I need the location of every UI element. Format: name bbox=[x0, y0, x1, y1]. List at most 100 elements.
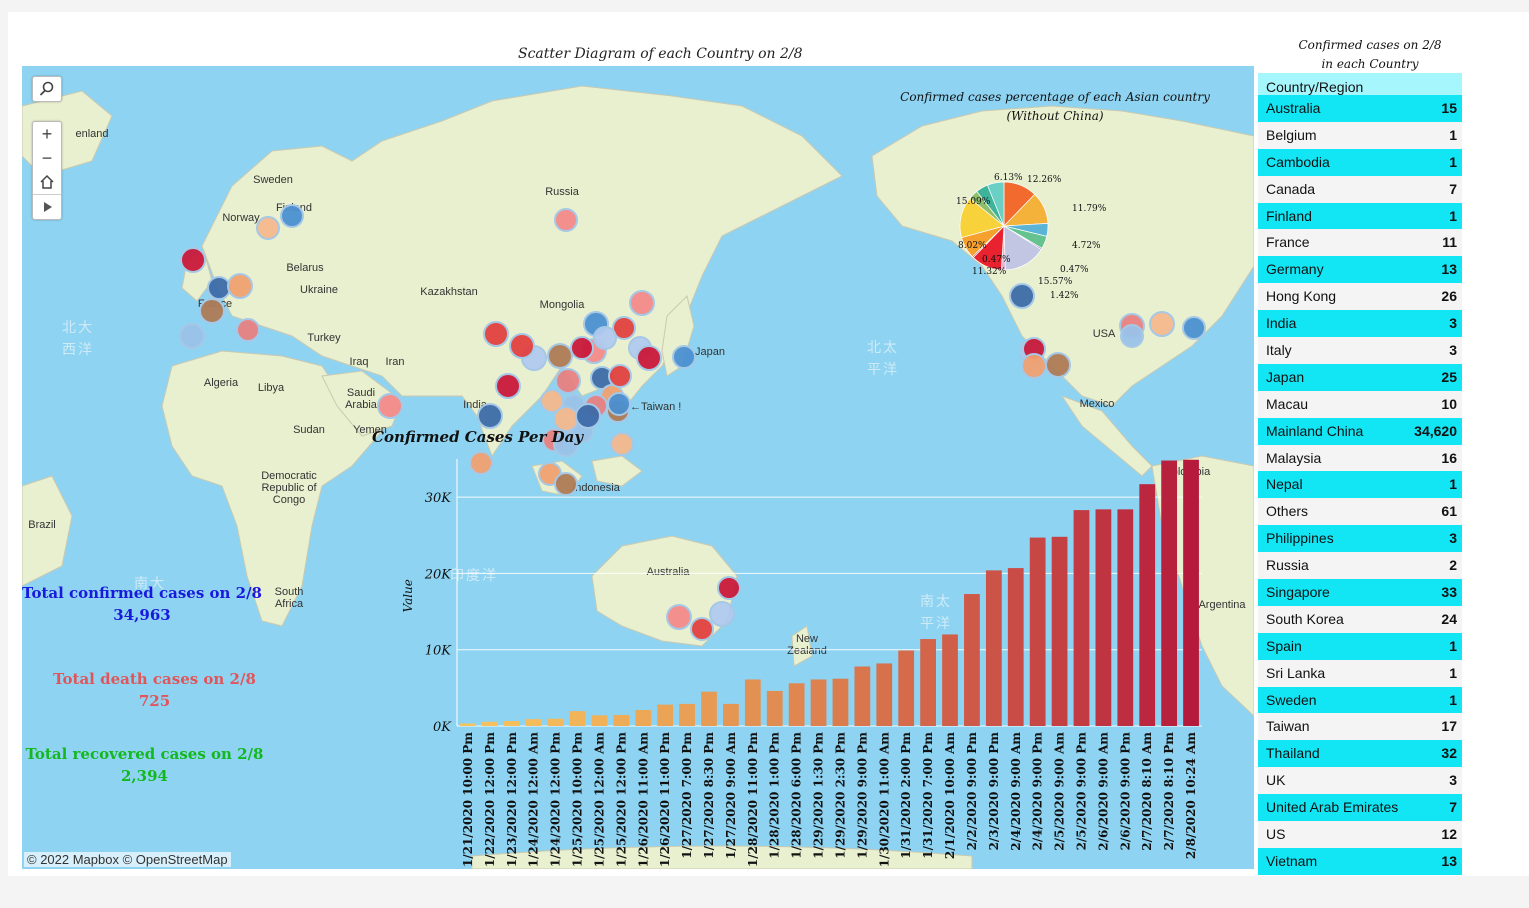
table-row[interactable]: Russia 2 bbox=[1258, 552, 1462, 580]
table-row[interactable]: Thailand 32 bbox=[1258, 740, 1462, 768]
country-bubble[interactable] bbox=[547, 343, 573, 369]
bar[interactable] bbox=[744, 679, 761, 726]
table-row[interactable]: South Korea 24 bbox=[1258, 605, 1462, 633]
zoom-out-icon[interactable]: − bbox=[41, 147, 53, 168]
country-bubble[interactable] bbox=[469, 451, 493, 475]
table-row[interactable]: United Arab Emirates 7 bbox=[1258, 794, 1462, 822]
country-bubble[interactable] bbox=[709, 601, 735, 627]
table-row[interactable]: Vietnam 13 bbox=[1258, 847, 1462, 875]
bar[interactable] bbox=[1117, 509, 1134, 726]
table-row[interactable]: Belgium 1 bbox=[1258, 121, 1462, 149]
country-bubble[interactable] bbox=[629, 290, 655, 316]
bar[interactable] bbox=[460, 723, 476, 726]
bar[interactable] bbox=[788, 683, 805, 726]
table-row[interactable]: Singapore 33 bbox=[1258, 579, 1462, 606]
bar[interactable] bbox=[635, 709, 652, 726]
country-bubble[interactable] bbox=[553, 431, 579, 457]
country-bubble[interactable] bbox=[1120, 324, 1144, 348]
table-row[interactable]: Japan 25 bbox=[1258, 363, 1462, 391]
bar[interactable] bbox=[920, 639, 936, 726]
table-row[interactable]: Australia 15 bbox=[1258, 95, 1462, 122]
country-bubble[interactable] bbox=[555, 368, 581, 394]
bar[interactable] bbox=[985, 570, 1002, 726]
map-search[interactable] bbox=[32, 76, 62, 102]
bar[interactable] bbox=[547, 718, 564, 726]
table-row[interactable]: Germany 13 bbox=[1258, 256, 1462, 284]
country-bubble[interactable] bbox=[509, 333, 535, 359]
bar[interactable] bbox=[1161, 460, 1178, 726]
country-bubble[interactable] bbox=[495, 373, 521, 399]
bar[interactable] bbox=[569, 711, 586, 726]
country-bubble[interactable] bbox=[672, 345, 696, 369]
bar[interactable] bbox=[701, 691, 717, 726]
country-bubble[interactable] bbox=[575, 403, 601, 429]
table-row[interactable]: India 3 bbox=[1258, 310, 1462, 338]
country-bubble[interactable] bbox=[610, 432, 634, 456]
country-bubble[interactable] bbox=[236, 318, 260, 342]
country-bubble[interactable] bbox=[554, 472, 578, 496]
bar[interactable] bbox=[1095, 509, 1112, 726]
table-row[interactable]: Spain 1 bbox=[1258, 632, 1462, 660]
country-bubble[interactable] bbox=[207, 276, 231, 300]
table-row[interactable]: Finland 1 bbox=[1258, 202, 1462, 230]
country-bubble[interactable] bbox=[1182, 316, 1206, 340]
bar[interactable] bbox=[723, 703, 739, 726]
bar[interactable] bbox=[1051, 536, 1068, 726]
bar[interactable] bbox=[1029, 537, 1046, 726]
zoom-in-icon[interactable]: + bbox=[41, 123, 53, 144]
country-bubble[interactable] bbox=[570, 336, 594, 360]
table-row[interactable]: Mainland China 34,620 bbox=[1258, 417, 1462, 445]
country-bubble[interactable] bbox=[540, 389, 564, 413]
search-icon[interactable] bbox=[33, 77, 61, 101]
bar[interactable] bbox=[766, 690, 783, 726]
bar[interactable] bbox=[679, 703, 695, 726]
country-bubble[interactable] bbox=[593, 326, 617, 350]
country-bubble[interactable] bbox=[179, 323, 205, 349]
bar[interactable] bbox=[1139, 484, 1156, 726]
play-icon[interactable] bbox=[33, 194, 61, 219]
table-row[interactable]: Cambodia 1 bbox=[1258, 148, 1462, 176]
bar[interactable] bbox=[1183, 459, 1199, 726]
pie-slice[interactable] bbox=[987, 181, 1005, 227]
table-row[interactable]: Hong Kong 26 bbox=[1258, 283, 1462, 311]
bar[interactable] bbox=[810, 679, 827, 726]
country-bubble[interactable] bbox=[612, 316, 636, 340]
bar[interactable] bbox=[591, 715, 608, 726]
country-bubble[interactable] bbox=[256, 216, 280, 240]
country-bubble[interactable] bbox=[377, 393, 403, 419]
table-row[interactable]: Malaysia 16 bbox=[1258, 444, 1462, 472]
home-icon[interactable] bbox=[33, 170, 61, 194]
bar[interactable] bbox=[898, 650, 915, 726]
bar[interactable] bbox=[503, 721, 520, 726]
table-row[interactable]: Others 61 bbox=[1258, 498, 1462, 526]
table-row[interactable]: France 11 bbox=[1258, 229, 1462, 257]
bar[interactable] bbox=[613, 714, 630, 726]
world-map[interactable]: enlandSwedenFinlandNorwayRussiaBelarusUk… bbox=[22, 66, 1254, 869]
table-row[interactable]: Sri Lanka 1 bbox=[1258, 659, 1462, 687]
country-bubble[interactable] bbox=[199, 298, 225, 324]
bar[interactable] bbox=[964, 594, 980, 726]
bar[interactable] bbox=[942, 634, 958, 726]
country-bubble[interactable] bbox=[1009, 283, 1035, 309]
country-bubble[interactable] bbox=[477, 403, 503, 429]
country-bubble[interactable] bbox=[280, 204, 304, 228]
country-bubble[interactable] bbox=[554, 208, 578, 232]
table-row[interactable]: US 12 bbox=[1258, 821, 1462, 848]
country-bubble[interactable] bbox=[607, 392, 631, 416]
table-row[interactable]: Italy 3 bbox=[1258, 337, 1462, 364]
country-bubble[interactable] bbox=[717, 576, 741, 600]
bar[interactable] bbox=[1073, 510, 1090, 726]
bar[interactable] bbox=[832, 678, 849, 726]
country-bubble[interactable] bbox=[483, 321, 509, 347]
table-row[interactable]: Sweden 1 bbox=[1258, 686, 1462, 714]
bar[interactable] bbox=[657, 704, 674, 726]
bar[interactable] bbox=[525, 719, 542, 726]
table-row[interactable]: Nepal 1 bbox=[1258, 471, 1462, 499]
country-bubble[interactable] bbox=[666, 604, 692, 630]
bar[interactable] bbox=[1007, 568, 1024, 726]
country-bubble[interactable] bbox=[608, 364, 632, 388]
map-attribution[interactable]: © 2022 Mapbox © OpenStreetMap bbox=[24, 852, 231, 867]
bar[interactable] bbox=[854, 666, 871, 726]
table-row[interactable]: Philippines 3 bbox=[1258, 525, 1462, 553]
country-bubble[interactable] bbox=[180, 247, 206, 273]
